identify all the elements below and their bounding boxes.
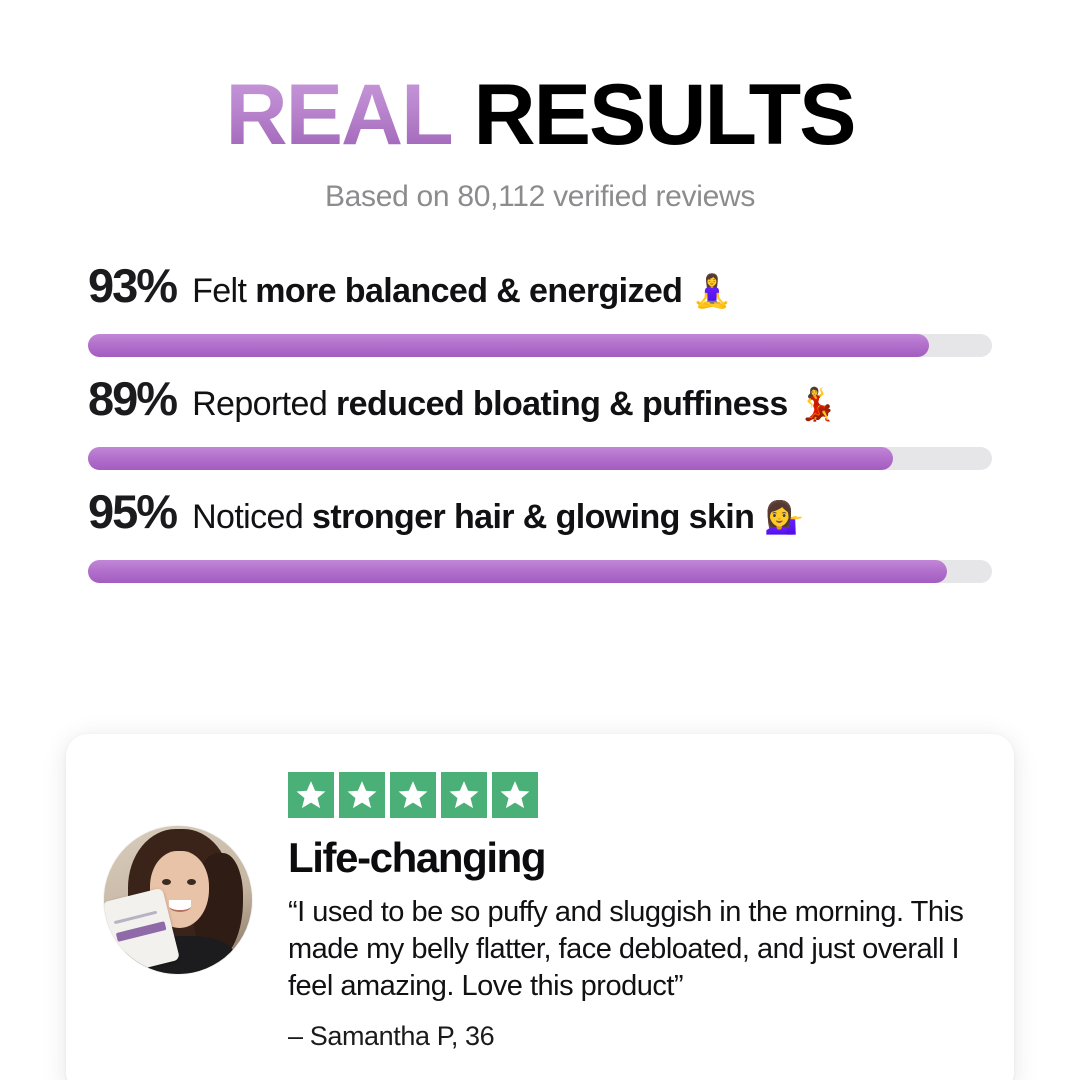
stat-lead-word: Reported: [192, 385, 328, 423]
page-title: REAL RESULTS: [0, 72, 1080, 158]
progress-track: [88, 447, 992, 470]
stat-description: Noticed stronger hair & glowing skin: [192, 498, 755, 537]
stat-claim-text: more balanced & energized: [255, 272, 683, 310]
review-quote: “I used to be so puffy and sluggish in t…: [288, 896, 964, 1003]
review-count-subtitle: Based on 80,112 verified reviews: [324, 180, 756, 213]
star-icon: [390, 772, 436, 818]
star-icon: [441, 772, 487, 818]
stat-percent: 95%: [88, 485, 178, 538]
stat-headline: 89% Reported reduced bloating & puffines…: [88, 371, 992, 433]
star-icon: [288, 772, 334, 818]
star-icon: [339, 772, 385, 818]
stat-lead-word: Noticed: [192, 498, 304, 536]
avatar-eye-right: [186, 879, 196, 886]
woman-tipping-hand-icon: 💁‍♀️: [764, 499, 805, 535]
avatar-smile: [169, 900, 192, 912]
stat-description: Reported reduced bloating & puffiness: [192, 385, 788, 424]
header: REAL RESULTS Based on 80,112 verified re…: [0, 0, 1080, 214]
progress-fill: [88, 447, 893, 470]
stat-claim-text: stronger hair & glowing skin: [312, 498, 755, 536]
stat-percent: 89%: [88, 372, 178, 425]
stat-row: 95% Noticed stronger hair & glowing skin…: [88, 484, 992, 583]
stat-claim-text: reduced bloating & puffiness: [336, 385, 788, 423]
review-card: Life-changing “I used to be so puffy and…: [66, 734, 1014, 1080]
star-icon: [492, 772, 538, 818]
avatar: [104, 826, 252, 974]
pouch-label-band: [115, 920, 167, 943]
headline-main-word: RESULTS: [473, 67, 857, 163]
stats-list: 93% Felt more balanced & energized 🧘‍♀️ …: [0, 258, 1080, 583]
progress-track: [88, 334, 992, 357]
stat-row: 89% Reported reduced bloating & puffines…: [88, 371, 992, 470]
progress-track: [88, 560, 992, 583]
stat-headline: 93% Felt more balanced & energized 🧘‍♀️: [88, 258, 992, 320]
review-title: Life-changing: [288, 834, 547, 881]
stat-row: 93% Felt more balanced & energized 🧘‍♀️: [88, 258, 992, 357]
stat-headline: 95% Noticed stronger hair & glowing skin…: [88, 484, 992, 546]
headline-accent-word: REAL: [225, 67, 454, 163]
stat-description: Felt more balanced & energized: [192, 272, 683, 311]
woman-dancing-icon: 💃: [797, 386, 838, 422]
avatar-eye-left: [161, 879, 171, 886]
star-rating: [288, 772, 974, 818]
stat-lead-word: Felt: [192, 272, 247, 310]
stat-percent: 93%: [88, 259, 178, 312]
progress-fill: [88, 560, 947, 583]
review-content: Life-changing “I used to be so puffy and…: [288, 770, 974, 1080]
pouch-label-line: [114, 910, 158, 925]
woman-in-lotus-position-icon: 🧘‍♀️: [692, 273, 733, 309]
progress-fill: [88, 334, 929, 357]
review-author: – Samantha P, 36: [288, 1021, 495, 1052]
